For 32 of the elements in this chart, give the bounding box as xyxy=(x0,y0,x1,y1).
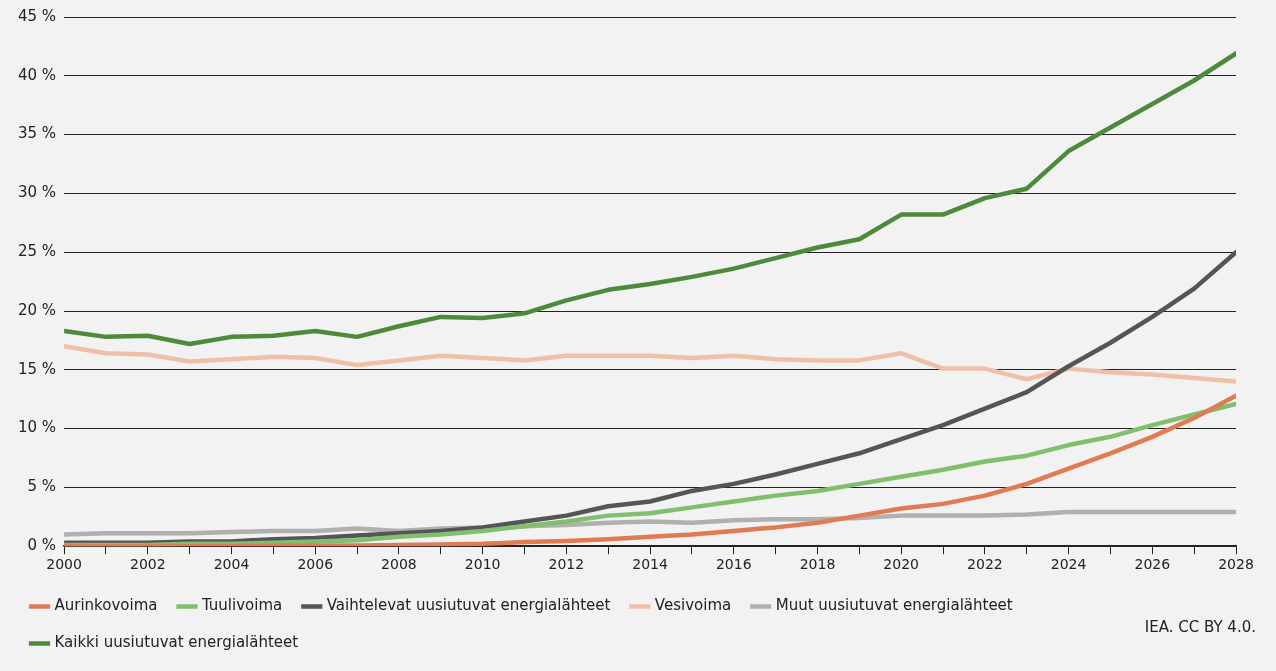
x-tick-label: 2026 xyxy=(1134,556,1171,573)
legend-label: Vaihtelevat uusiutuvat energialähteet xyxy=(326,596,611,615)
legend-label: Tuulivoima xyxy=(200,596,283,615)
y-tick-label: 40 % xyxy=(18,65,57,84)
text: IEA. CC BY 4.0. xyxy=(1144,618,1256,636)
x-tick-label: 2020 xyxy=(883,556,919,573)
x-tick-label: 2028 xyxy=(1218,556,1254,573)
y-tick-label: 0 % xyxy=(27,536,57,555)
y-tick-label: 35 % xyxy=(18,124,57,143)
x-tick-label: 2010 xyxy=(464,556,501,573)
y-tick-label: 5 % xyxy=(27,477,57,496)
y-tick-label: 15 % xyxy=(18,359,57,378)
y-tick-label: 30 % xyxy=(18,183,57,202)
y-tick-label: 20 % xyxy=(18,300,57,319)
x-tick-label: 2022 xyxy=(967,556,1003,573)
y-tick-label: 45 % xyxy=(18,6,57,25)
x-tick-label: 2004 xyxy=(213,556,250,573)
x-tick-label: 2014 xyxy=(632,556,668,573)
x-tick-label: 2008 xyxy=(381,556,417,573)
x-tick-label: 2018 xyxy=(799,556,836,573)
legend-label: Kaikki uusiutuvat energialähteet xyxy=(54,633,299,652)
x-tick-label: 2024 xyxy=(1050,556,1087,573)
y-tick-label: 10 % xyxy=(18,418,57,437)
legend-label: Muut uusiutuvat energialähteet xyxy=(775,596,1013,615)
x-tick-label: 2006 xyxy=(297,556,334,573)
x-tick-label: 2012 xyxy=(548,556,585,573)
y-tick-label: 25 % xyxy=(18,242,57,261)
x-tick-label: 2000 xyxy=(46,556,82,573)
legend-label: Aurinkovoima xyxy=(54,596,158,615)
x-tick-label: 2002 xyxy=(129,556,166,573)
legend-label: Vesivoima xyxy=(654,596,732,615)
x-tick-label: 2016 xyxy=(715,556,752,573)
